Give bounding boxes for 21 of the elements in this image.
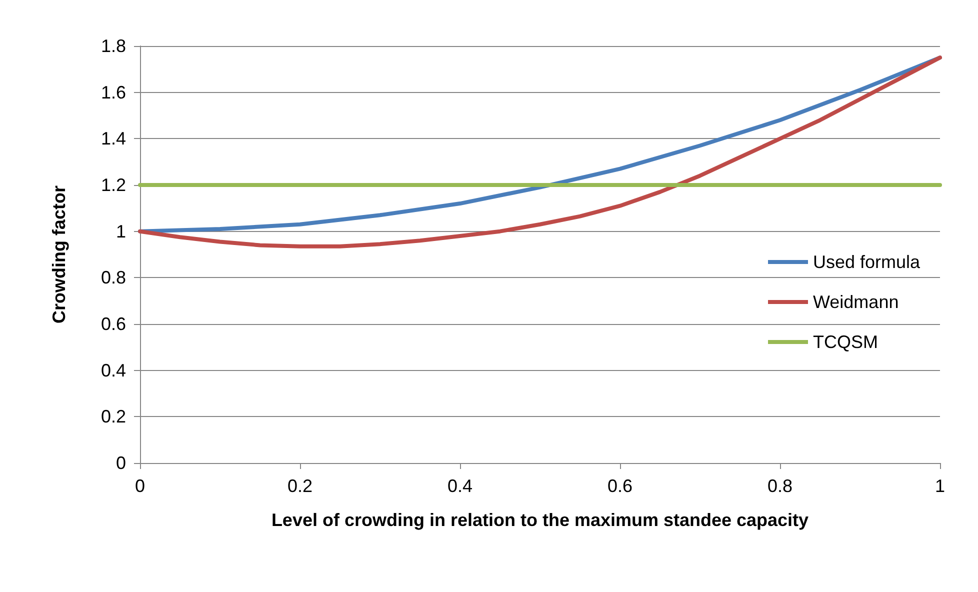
y-tick-label: 1 (116, 221, 126, 242)
y-tick-label: 1.8 (100, 36, 126, 56)
y-tick-label: 1.6 (100, 82, 126, 102)
x-tick-label: 0 (134, 476, 146, 496)
y-axis-title: Crowding factor (49, 186, 69, 324)
legend-label: TCQSM (813, 332, 878, 352)
y-tick-label: 0.4 (100, 360, 126, 380)
y-tick-label: 0.8 (100, 268, 126, 288)
x-tick-label: 0.8 (767, 476, 793, 496)
y-tick-label: 1.4 (100, 128, 126, 149)
legend-label: Weidmann (813, 292, 899, 312)
x-tick-label: 1 (934, 476, 946, 496)
legend-label: Used formula (813, 252, 922, 272)
y-tick-label: 0.6 (100, 314, 126, 334)
y-tick-label: 1.2 (100, 175, 126, 195)
y-tick-label: 0 (116, 453, 126, 473)
x-tick-label: 0.2 (287, 476, 313, 496)
x-axis-title: Level of crowding in relation to the maximum standee capacity (271, 510, 809, 530)
y-tick-label: 0.2 (100, 406, 126, 427)
x-tick-label: 0.6 (607, 476, 633, 496)
x-tick-label: 0.4 (447, 476, 473, 496)
